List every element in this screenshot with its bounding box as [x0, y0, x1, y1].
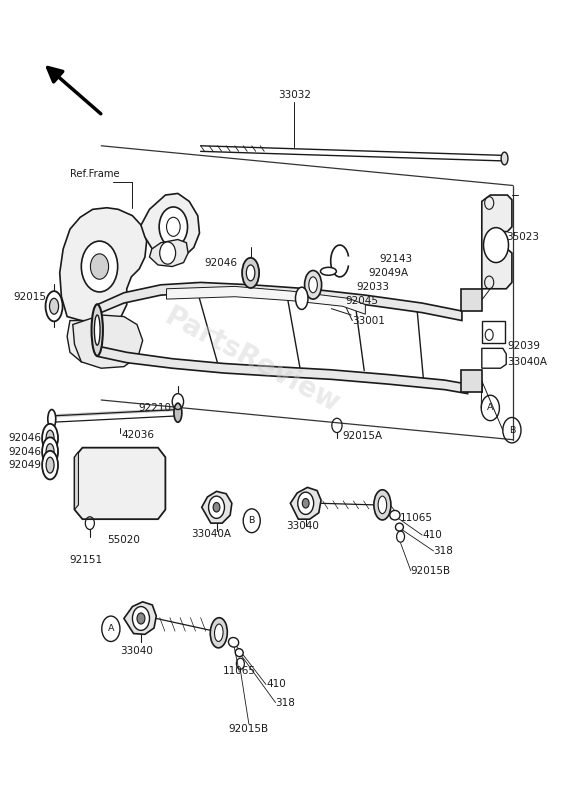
Circle shape	[137, 613, 145, 624]
Text: 92045: 92045	[346, 297, 378, 306]
Text: 410: 410	[266, 679, 286, 690]
Text: 92143: 92143	[380, 254, 413, 263]
Text: 92046: 92046	[9, 433, 41, 443]
Text: 33040: 33040	[120, 646, 154, 656]
Polygon shape	[73, 315, 142, 368]
Text: 410: 410	[422, 530, 442, 540]
Ellipse shape	[228, 638, 239, 647]
Ellipse shape	[46, 457, 54, 473]
Text: 92049: 92049	[9, 460, 41, 470]
Text: A: A	[107, 624, 114, 634]
Text: 92015B: 92015B	[229, 724, 269, 734]
Polygon shape	[75, 448, 165, 519]
Polygon shape	[67, 321, 114, 364]
Ellipse shape	[42, 424, 58, 453]
Text: 11065: 11065	[399, 513, 432, 522]
Text: B: B	[249, 516, 255, 526]
Ellipse shape	[374, 490, 391, 520]
Text: 92046: 92046	[9, 446, 41, 457]
Text: 33001: 33001	[352, 315, 385, 326]
Text: 55020: 55020	[107, 535, 140, 545]
Polygon shape	[150, 239, 188, 266]
Text: 11065: 11065	[223, 666, 256, 676]
Ellipse shape	[296, 287, 308, 310]
Polygon shape	[201, 491, 232, 523]
Circle shape	[81, 241, 117, 292]
Polygon shape	[75, 452, 78, 510]
Ellipse shape	[378, 496, 387, 514]
Text: 92151: 92151	[69, 555, 102, 565]
Circle shape	[159, 242, 176, 264]
Ellipse shape	[46, 291, 62, 322]
Polygon shape	[166, 286, 366, 314]
Polygon shape	[461, 370, 482, 392]
Circle shape	[159, 207, 187, 246]
Text: 318: 318	[276, 698, 296, 708]
Text: 33040A: 33040A	[191, 529, 231, 538]
Ellipse shape	[242, 258, 259, 288]
Ellipse shape	[42, 451, 58, 479]
Ellipse shape	[501, 152, 508, 165]
Text: Ref.Frame: Ref.Frame	[70, 169, 120, 179]
Circle shape	[213, 502, 220, 512]
Ellipse shape	[174, 403, 182, 422]
Bar	[482, 321, 505, 342]
Text: 33032: 33032	[278, 90, 311, 100]
Polygon shape	[97, 346, 468, 394]
Circle shape	[81, 329, 102, 357]
Text: 92039: 92039	[507, 341, 540, 351]
Text: 92046: 92046	[204, 258, 238, 268]
Circle shape	[484, 228, 509, 262]
Polygon shape	[461, 289, 482, 311]
Ellipse shape	[246, 265, 255, 281]
Ellipse shape	[95, 315, 100, 345]
Text: 92015B: 92015B	[411, 566, 451, 576]
Ellipse shape	[46, 430, 54, 446]
Ellipse shape	[235, 649, 243, 657]
Polygon shape	[60, 208, 147, 325]
Text: 42036: 42036	[121, 430, 154, 440]
Polygon shape	[141, 194, 200, 261]
Ellipse shape	[395, 523, 404, 531]
Ellipse shape	[309, 277, 317, 293]
Circle shape	[303, 498, 309, 508]
Polygon shape	[290, 487, 321, 519]
Polygon shape	[124, 602, 157, 634]
Text: A: A	[487, 403, 493, 413]
Text: B: B	[509, 426, 515, 434]
Text: 35023: 35023	[506, 232, 539, 242]
Text: 33040A: 33040A	[507, 357, 547, 367]
Text: PartsReview: PartsReview	[159, 302, 344, 418]
Text: 33040: 33040	[286, 521, 319, 530]
Circle shape	[133, 606, 150, 630]
Text: 92210: 92210	[138, 403, 171, 413]
Ellipse shape	[42, 438, 58, 466]
Polygon shape	[97, 282, 462, 321]
Ellipse shape	[92, 304, 103, 356]
Ellipse shape	[214, 624, 223, 642]
Text: 318: 318	[433, 546, 453, 556]
Ellipse shape	[48, 410, 55, 429]
Text: 92033: 92033	[357, 282, 390, 292]
Text: 92049A: 92049A	[368, 268, 408, 278]
Ellipse shape	[390, 510, 400, 520]
Circle shape	[91, 254, 109, 279]
Text: 92015A: 92015A	[343, 430, 383, 441]
Ellipse shape	[50, 298, 58, 314]
Ellipse shape	[210, 618, 227, 648]
Ellipse shape	[305, 270, 322, 299]
Ellipse shape	[46, 444, 54, 459]
Polygon shape	[482, 195, 512, 289]
Circle shape	[298, 492, 314, 514]
Circle shape	[208, 496, 224, 518]
Polygon shape	[482, 348, 506, 368]
Ellipse shape	[321, 267, 336, 275]
Text: 92015: 92015	[13, 292, 46, 302]
